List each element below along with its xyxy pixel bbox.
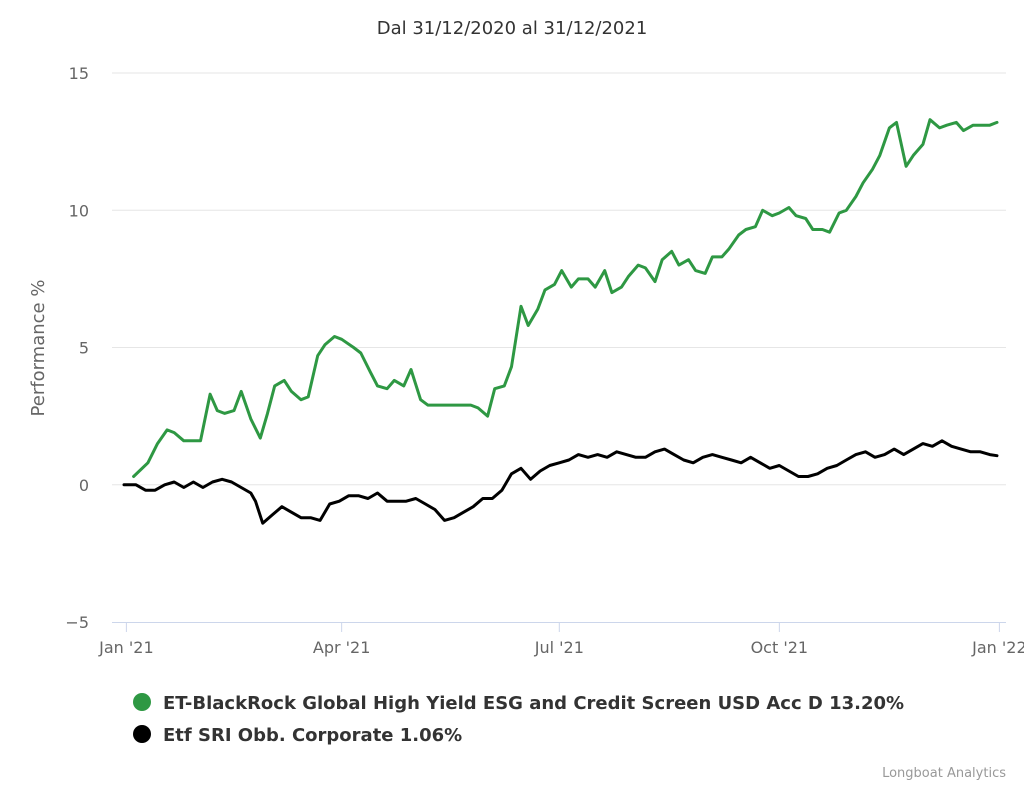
credits-text[interactable]: Longboat Analytics — [882, 766, 1006, 781]
y-tick-label: −5 — [65, 613, 89, 632]
y-tick-label: 10 — [69, 201, 89, 220]
y-tick-label: 15 — [69, 64, 89, 83]
y-tick-label: 5 — [79, 339, 89, 358]
series-line-1[interactable] — [132, 118, 999, 478]
legend-marker — [133, 725, 151, 743]
grid-lines — [112, 72, 1006, 486]
series-line-2[interactable] — [122, 439, 999, 525]
y-axis-ticks: −5 0 5 10 15 — [65, 64, 89, 632]
series-lines — [122, 118, 999, 525]
legend-label: ET-BlackRock Global High Yield ESG and C… — [163, 693, 904, 714]
legend[interactable]: ET-BlackRock Global High Yield ESG and C… — [133, 693, 904, 746]
legend-item-1[interactable]: ET-BlackRock Global High Yield ESG and C… — [133, 693, 904, 714]
x-tick-label: Jul '21 — [534, 638, 584, 657]
x-tick-label: Apr '21 — [313, 638, 371, 657]
x-tick-label: Jan '22 — [971, 638, 1024, 657]
y-tick-label: 0 — [79, 476, 89, 495]
x-tick-label: Oct '21 — [751, 638, 809, 657]
legend-item-2[interactable]: Etf SRI Obb. Corporate 1.06% — [133, 725, 462, 746]
chart-title: Dal 31/12/2020 al 31/12/2021 — [377, 18, 648, 39]
x-tick-label: Jan '21 — [98, 638, 154, 657]
x-axis: Jan '21 Apr '21 Jul '21 Oct '21 Jan '22 — [98, 622, 1024, 657]
legend-marker — [133, 693, 151, 711]
y-axis-label: Performance % — [28, 280, 49, 417]
legend-label: Etf SRI Obb. Corporate 1.06% — [163, 725, 462, 746]
